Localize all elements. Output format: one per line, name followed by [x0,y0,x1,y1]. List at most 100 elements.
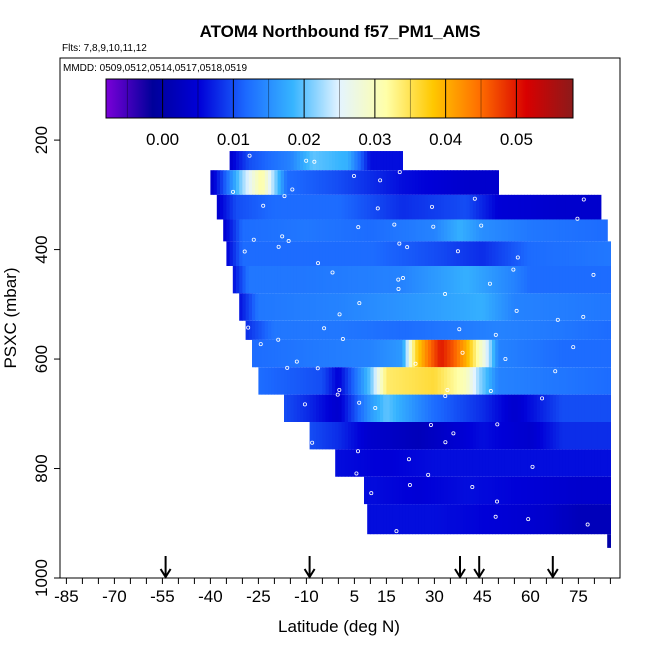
heatmap-cell [277,219,282,242]
heatmap-cell [530,449,535,477]
x-axis-label: Latitude (deg N) [278,617,400,636]
heatmap-cell [456,504,461,535]
heatmap-cell [284,241,288,266]
heatmap-cell [463,449,467,477]
heatmap-cell [367,241,371,266]
heatmap-cell [328,367,333,395]
heatmap-cell [584,449,589,477]
heatmap-cell [453,219,458,242]
heatmap-cell [607,476,611,505]
heatmap-cell [437,339,442,368]
colorbar: 0.00 0.01 0.02 0.03 0.04 0.05 [105,78,574,149]
heatmap-cell [309,151,314,171]
heatmap-cell [540,219,544,242]
sample-point [312,159,317,164]
sample-point [258,342,263,347]
heatmap-cell [572,219,576,242]
heatmap-cell [565,394,570,422]
heatmap-cell [578,504,583,535]
heatmap-cell [424,504,429,535]
heatmap-cell [370,504,375,535]
sample-point [487,281,492,286]
heatmap-cell [469,367,474,395]
heatmap-cell [472,394,477,422]
heatmap-cell [386,219,391,242]
heatmap-cell [376,504,381,535]
sample-point [455,249,460,254]
heatmap-cell [303,266,307,294]
heatmap-cell [466,320,471,340]
heatmap-cell [296,320,301,340]
heatmap-cell [444,266,448,294]
heatmap-cell [492,266,496,294]
heatmap-cell [252,194,256,220]
heatmap-cell [562,194,567,220]
heatmap-cell [364,320,368,340]
heatmap-cell [440,194,445,220]
heatmap-cell [572,241,576,266]
heatmap-cell [530,320,535,340]
sample-point [451,431,456,436]
heatmap-cell [306,293,311,321]
heatmap-cell [428,320,432,340]
heatmap-cell [600,367,605,395]
heatmap-cell [562,320,567,340]
heatmap-cell [421,476,426,505]
heatmap-cell [594,241,599,266]
heatmap-cell [495,476,499,505]
heatmap-cell [543,266,547,294]
heatmap-cell [284,339,288,368]
heatmap-cell [325,293,330,321]
heatmap-cell [408,194,413,220]
heatmap-cell [482,339,487,368]
heatmap-cell [444,367,448,395]
heatmap-cell [319,394,323,422]
heatmap-cell [312,241,317,266]
heatmap-cell [511,367,515,395]
heatmap-cell [344,320,349,340]
heatmap-cell [488,320,493,340]
heatmap-cell [418,449,423,477]
heatmap-cell [559,449,563,477]
heatmap-cell [300,194,304,220]
heatmap-cell [536,293,541,321]
colorbar-tick-label: 0.03 [358,130,391,149]
heatmap-cell [552,293,557,321]
heatmap-cell [351,320,355,340]
heatmap-cell [524,241,528,266]
heatmap-cell [492,476,496,505]
heatmap-cell [296,151,301,171]
heatmap-cell [552,504,557,535]
heatmap-cell [511,422,515,450]
heatmap-cell [408,320,413,340]
heatmap-cell [405,219,410,242]
heatmap-cell [223,219,227,242]
heatmap-cell [418,422,423,450]
heatmap-cell [594,422,599,450]
heatmap-cell [492,320,496,340]
heatmap-cell [498,476,503,505]
heatmap-cell [264,339,269,368]
heatmap-cell [370,394,375,422]
heatmap-cell [556,219,560,242]
heatmap-cell [504,449,509,477]
heatmap-cell [216,194,221,220]
heatmap-cell [376,339,381,368]
heatmap-cell [559,504,563,535]
sample-point [310,440,315,445]
heatmap-cell [341,339,346,368]
heatmap-cell [335,194,339,220]
heatmap-cell [597,367,602,395]
heatmap-cell [344,194,349,220]
heatmap-cell [357,449,362,477]
heatmap-cell [501,320,506,340]
heatmap-cell [437,266,442,294]
heatmap-cell [498,422,503,450]
heatmap-cell [277,293,282,321]
heatmap-cell [245,293,250,321]
heatmap-cell [223,170,227,195]
heatmap-cell [415,170,419,195]
sample-point [246,325,251,330]
heatmap-cell [549,320,554,340]
heatmap-cell [472,194,477,220]
